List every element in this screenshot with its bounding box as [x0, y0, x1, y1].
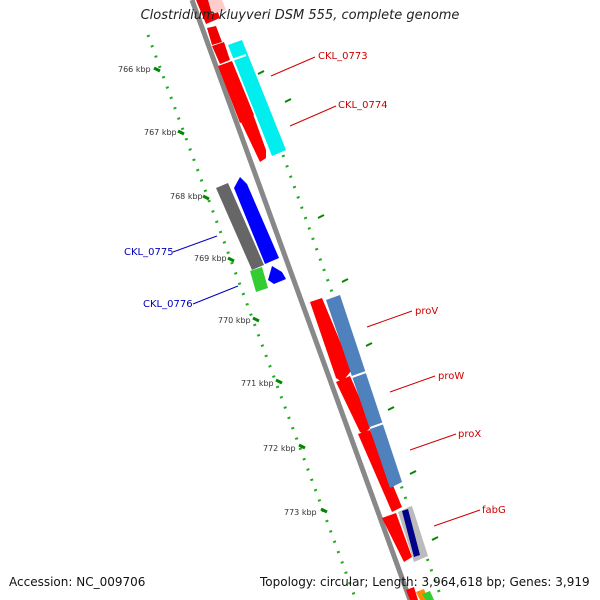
- tick-769: 769 kbp: [194, 254, 235, 263]
- track-cyan: [228, 40, 286, 156]
- tick-772: 772 kbp: [263, 443, 306, 453]
- gene-fragment-bottom: [406, 587, 418, 600]
- label-ckl-0774[interactable]: CKL_0774: [289, 100, 388, 127]
- gene-ckl-0776[interactable]: [250, 267, 268, 292]
- tick-label: 772 kbp: [263, 444, 296, 453]
- gene-label: proX: [458, 429, 481, 440]
- track-divider: [369, 422, 385, 429]
- label-ckl-0776[interactable]: CKL_0776: [143, 285, 239, 310]
- gene-ckl-0775-track: [216, 183, 264, 270]
- tick-773: 773 kbp: [284, 507, 328, 517]
- label-ckl-0773[interactable]: CKL_0773: [270, 51, 368, 77]
- genome-backbone: [189, 0, 413, 600]
- label-prox[interactable]: proX: [409, 429, 481, 451]
- gene-label: CKL_0776: [143, 299, 193, 310]
- gene-fabg-navy[interactable]: [402, 509, 420, 557]
- gene-fragment-bottom: [422, 591, 434, 600]
- right-dot-trail: [281, 154, 444, 600]
- label-prov[interactable]: proV: [366, 306, 438, 328]
- label-fabg[interactable]: fabG: [433, 505, 506, 527]
- gene-prow[interactable]: [336, 376, 372, 434]
- tick-768: 768 kbp: [170, 192, 210, 201]
- label-ckl-0775[interactable]: CKL_0775: [124, 235, 218, 258]
- genome-summary: Topology: circular; Length: 3,964,618 bp…: [260, 575, 590, 589]
- tick-label: 771 kbp: [241, 379, 274, 388]
- gene-ckl-0776-arrow[interactable]: [268, 266, 286, 284]
- gene-prov[interactable]: [310, 298, 352, 382]
- tick-770: 770 kbp: [218, 316, 260, 325]
- track-divider: [231, 54, 247, 61]
- gene-fabg[interactable]: [382, 513, 412, 562]
- gene-ckl-0775[interactable]: [234, 177, 279, 264]
- gene-fragment-top[interactable]: [212, 42, 230, 64]
- track-blue: [326, 295, 402, 488]
- gene-label: proV: [415, 306, 438, 317]
- tick-label: 768 kbp: [170, 192, 203, 201]
- tick-label: 769 kbp: [194, 254, 227, 263]
- gene-label: CKL_0773: [318, 51, 368, 62]
- gene-ckl-0774[interactable]: [240, 114, 266, 162]
- gene-label: CKL_0775: [124, 247, 174, 258]
- tick-label: 766 kbp: [118, 65, 151, 74]
- tick-767: 767 kbp: [144, 128, 185, 137]
- tick-label: 773 kbp: [284, 508, 317, 517]
- gene-fragment-top[interactable]: [207, 26, 222, 45]
- left-dot-trail: [146, 34, 358, 600]
- tick-766: 766 kbp: [118, 65, 161, 74]
- gene-label: proW: [438, 371, 464, 382]
- gene-label: CKL_0774: [338, 100, 388, 111]
- accession-text: Accession: NC_009706: [9, 575, 146, 589]
- gene-fragment-pink: [208, 0, 226, 14]
- gene-prox[interactable]: [358, 430, 402, 512]
- gene-label: fabG: [482, 505, 506, 516]
- track-divider: [351, 371, 367, 378]
- tick-771: 771 kbp: [241, 378, 283, 388]
- minor-ticks: [257, 70, 439, 541]
- label-prow[interactable]: proW: [389, 371, 464, 393]
- map-title: Clostridium kluyveri DSM 555, complete g…: [140, 8, 460, 23]
- tick-label: 770 kbp: [218, 316, 251, 325]
- gene-ckl-0773[interactable]: [218, 61, 254, 123]
- tick-label: 767 kbp: [144, 128, 177, 137]
